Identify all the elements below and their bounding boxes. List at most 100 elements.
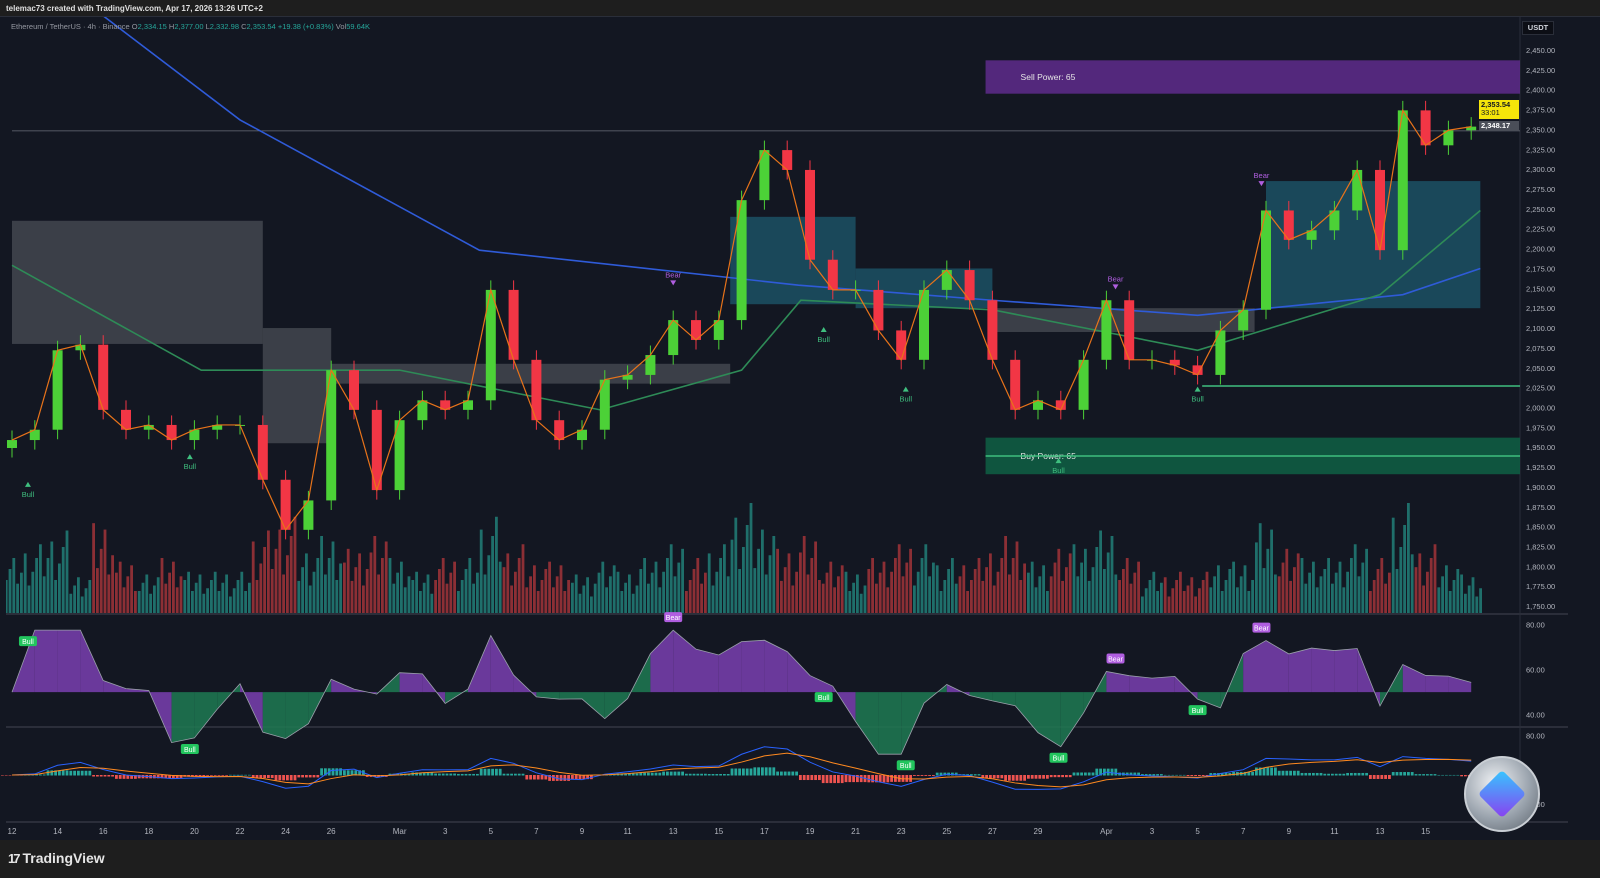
macd-histogram-bar bbox=[179, 775, 183, 779]
volume-bar bbox=[61, 547, 65, 613]
volume-bar bbox=[1099, 530, 1102, 613]
volume-bar bbox=[814, 541, 817, 613]
macd-histogram-bar bbox=[1224, 773, 1228, 776]
oscillator-area bbox=[1266, 640, 1289, 693]
time-tick-label: 13 bbox=[1376, 827, 1385, 836]
macd-histogram-bar bbox=[529, 775, 532, 780]
macd-histogram-bar bbox=[1399, 772, 1403, 776]
macd-histogram-bar bbox=[1255, 767, 1258, 776]
macd-histogram-bar bbox=[1110, 768, 1114, 776]
macd-histogram-bar bbox=[1312, 772, 1315, 776]
volume-bar bbox=[783, 567, 787, 613]
candle-body bbox=[1420, 110, 1431, 146]
volume-bar bbox=[92, 523, 95, 613]
symbol-name[interactable]: Ethereum / TetherUS · 4h · Binance bbox=[11, 22, 130, 31]
volume-bar bbox=[419, 591, 422, 613]
macd-histogram-bar bbox=[890, 775, 893, 782]
macd-histogram-bar bbox=[115, 775, 118, 779]
macd-histogram-bar bbox=[65, 770, 69, 776]
macd-histogram-bar bbox=[1201, 775, 1205, 777]
volume-bar bbox=[1334, 572, 1338, 613]
volume-bar bbox=[920, 558, 924, 613]
time-tick-label: 12 bbox=[8, 827, 17, 836]
volume-bar bbox=[324, 574, 327, 613]
macd-histogram-bar bbox=[540, 775, 544, 780]
time-tick-label: 21 bbox=[851, 827, 860, 836]
macd-histogram-bar bbox=[1015, 775, 1019, 781]
macd-histogram-bar bbox=[111, 775, 114, 777]
volume-bar bbox=[1034, 587, 1038, 613]
volume-bar bbox=[145, 574, 149, 613]
candle-body bbox=[1078, 359, 1089, 410]
volume-bar bbox=[373, 536, 377, 613]
volume-bar bbox=[1106, 552, 1110, 613]
bear-arrow-icon bbox=[670, 280, 677, 286]
volume-bar bbox=[99, 548, 103, 613]
macd-histogram-bar bbox=[270, 775, 274, 779]
volume-bar bbox=[73, 585, 76, 613]
macd-histogram-bar bbox=[320, 768, 323, 776]
volume-bar bbox=[586, 577, 589, 613]
macd-histogram-bar bbox=[1243, 771, 1247, 776]
oscillator-signal-label: Bear bbox=[666, 615, 681, 622]
macd-histogram-bar bbox=[278, 775, 282, 781]
macd-histogram-bar bbox=[571, 775, 574, 780]
macd-histogram-bar bbox=[1331, 773, 1334, 776]
macd-histogram-bar bbox=[1038, 775, 1042, 779]
volume-bar bbox=[1239, 576, 1243, 613]
signal-label: Bull bbox=[1052, 466, 1065, 475]
volume-bar bbox=[958, 576, 962, 613]
macd-histogram-bar bbox=[612, 774, 616, 776]
macd-histogram-bar bbox=[1065, 775, 1068, 778]
macd-histogram-bar bbox=[1391, 772, 1395, 776]
volume-bar bbox=[867, 569, 871, 613]
macd-histogram-bar bbox=[1376, 775, 1380, 779]
fast-moving-average-line bbox=[11, 209, 1481, 411]
macd-histogram-bar bbox=[1228, 773, 1232, 776]
volume-bar bbox=[191, 591, 194, 613]
macd-histogram-bar bbox=[791, 771, 795, 776]
volume-bar bbox=[1452, 580, 1456, 613]
volume-bar bbox=[1262, 568, 1266, 613]
candle-body bbox=[121, 409, 131, 430]
volume-bar bbox=[745, 525, 749, 613]
macd-histogram-bar bbox=[286, 775, 289, 781]
volume-bar bbox=[297, 580, 301, 613]
macd-histogram-bar bbox=[1403, 772, 1406, 776]
volume-bar bbox=[567, 580, 570, 613]
volume-bar bbox=[685, 591, 688, 613]
time-tick-label: 9 bbox=[1287, 827, 1292, 836]
bear-arrow-icon bbox=[1258, 181, 1265, 187]
volume-bar bbox=[1346, 571, 1349, 613]
signal-label: Bull bbox=[900, 395, 913, 404]
volume-bar bbox=[1137, 561, 1140, 613]
volume-bar bbox=[156, 577, 160, 613]
volume-bar bbox=[472, 583, 475, 613]
volume-bar bbox=[1277, 576, 1281, 613]
volume-bar bbox=[54, 580, 57, 613]
volume-bar bbox=[897, 544, 901, 613]
volume-label: Vol bbox=[335, 22, 347, 31]
macd-histogram-bar bbox=[343, 770, 346, 776]
macd-histogram-bar bbox=[1072, 772, 1076, 776]
currency-selector[interactable]: USDT bbox=[1522, 21, 1554, 35]
macd-histogram-bar bbox=[707, 774, 711, 776]
volume-bar bbox=[552, 587, 555, 613]
macd-histogram-bar bbox=[1179, 774, 1182, 776]
macd-histogram-bar bbox=[928, 775, 931, 776]
volume-bar bbox=[225, 574, 228, 613]
volume-bar bbox=[574, 574, 578, 613]
volume-bar bbox=[312, 571, 316, 613]
volume-bar bbox=[1315, 587, 1319, 613]
volume-bar bbox=[453, 561, 456, 613]
volume-bar bbox=[1220, 591, 1224, 613]
volume-bar bbox=[1163, 577, 1167, 613]
tradingview-brand[interactable]: 17 TradingView bbox=[8, 850, 105, 866]
volume-bar bbox=[985, 567, 988, 613]
macd-histogram-bar bbox=[1372, 775, 1376, 779]
oscillator-area bbox=[969, 692, 993, 701]
macd-histogram-bar bbox=[658, 772, 662, 776]
price-tick-label: 2,375.00 bbox=[1526, 106, 1555, 115]
volume-bar bbox=[1179, 571, 1182, 613]
